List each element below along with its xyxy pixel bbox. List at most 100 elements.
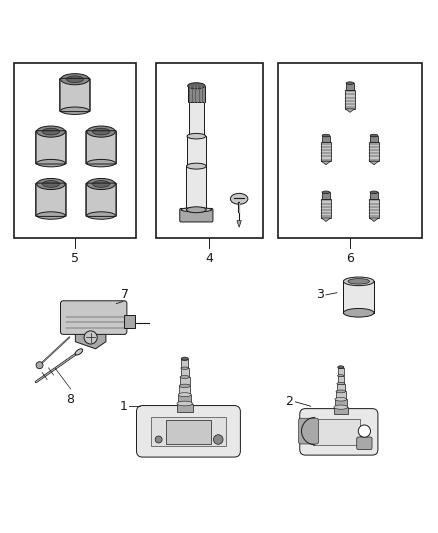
- Polygon shape: [75, 332, 106, 349]
- FancyBboxPatch shape: [60, 301, 127, 334]
- Bar: [338, 376, 344, 383]
- FancyBboxPatch shape: [180, 208, 213, 222]
- Bar: [179, 386, 191, 394]
- Text: 4: 4: [205, 252, 213, 265]
- Bar: [337, 384, 345, 391]
- Bar: [187, 166, 206, 210]
- Ellipse shape: [181, 357, 188, 360]
- Ellipse shape: [37, 179, 65, 190]
- Ellipse shape: [230, 193, 248, 204]
- Ellipse shape: [348, 279, 369, 284]
- Ellipse shape: [37, 212, 65, 219]
- Ellipse shape: [181, 358, 188, 360]
- FancyBboxPatch shape: [60, 78, 90, 111]
- Text: 2: 2: [285, 395, 293, 408]
- Ellipse shape: [37, 159, 65, 167]
- Bar: [181, 368, 189, 376]
- Bar: [177, 403, 193, 411]
- Polygon shape: [321, 218, 331, 222]
- Bar: [188, 102, 204, 136]
- Ellipse shape: [181, 367, 189, 369]
- Ellipse shape: [322, 191, 330, 193]
- Polygon shape: [321, 161, 331, 165]
- Bar: [336, 391, 346, 399]
- Ellipse shape: [92, 128, 110, 135]
- Bar: [14, 63, 136, 238]
- Bar: [370, 192, 378, 199]
- Polygon shape: [237, 221, 241, 227]
- Bar: [188, 86, 205, 102]
- Ellipse shape: [187, 163, 206, 169]
- FancyBboxPatch shape: [357, 437, 372, 450]
- FancyBboxPatch shape: [86, 183, 116, 216]
- Text: 5: 5: [71, 252, 79, 265]
- Ellipse shape: [187, 207, 206, 213]
- Bar: [181, 359, 188, 367]
- Polygon shape: [345, 109, 355, 112]
- Bar: [369, 199, 379, 218]
- Circle shape: [36, 362, 43, 369]
- Ellipse shape: [334, 405, 348, 409]
- Ellipse shape: [188, 83, 205, 89]
- Ellipse shape: [75, 349, 83, 355]
- Circle shape: [155, 436, 162, 443]
- Ellipse shape: [87, 179, 115, 190]
- Ellipse shape: [338, 375, 344, 377]
- Ellipse shape: [61, 74, 89, 85]
- Bar: [187, 136, 206, 166]
- Ellipse shape: [346, 82, 354, 84]
- Ellipse shape: [67, 76, 83, 83]
- Bar: [334, 407, 348, 414]
- Bar: [166, 420, 212, 444]
- Ellipse shape: [338, 367, 344, 369]
- Bar: [338, 368, 344, 375]
- Bar: [180, 377, 190, 385]
- Bar: [322, 192, 330, 199]
- Bar: [345, 90, 355, 109]
- Circle shape: [84, 331, 97, 344]
- Ellipse shape: [92, 181, 110, 187]
- FancyBboxPatch shape: [36, 131, 66, 164]
- Bar: [278, 63, 422, 238]
- FancyBboxPatch shape: [86, 131, 116, 164]
- Ellipse shape: [179, 384, 191, 387]
- Polygon shape: [369, 161, 379, 165]
- Ellipse shape: [87, 159, 115, 167]
- Bar: [370, 135, 378, 142]
- Bar: [178, 394, 191, 403]
- Ellipse shape: [42, 128, 60, 135]
- FancyBboxPatch shape: [137, 406, 240, 457]
- Bar: [313, 419, 360, 445]
- Ellipse shape: [337, 382, 345, 385]
- Ellipse shape: [87, 126, 115, 137]
- Ellipse shape: [61, 107, 89, 115]
- Ellipse shape: [187, 133, 206, 139]
- Text: 8: 8: [67, 393, 74, 406]
- Bar: [322, 135, 330, 142]
- Ellipse shape: [177, 401, 193, 406]
- Bar: [346, 83, 354, 90]
- Ellipse shape: [370, 191, 378, 193]
- Text: 1: 1: [120, 400, 127, 413]
- Text: 6: 6: [346, 252, 354, 265]
- Ellipse shape: [335, 398, 347, 401]
- Ellipse shape: [42, 181, 60, 187]
- Polygon shape: [369, 218, 379, 222]
- Ellipse shape: [322, 134, 330, 137]
- Ellipse shape: [370, 134, 378, 137]
- FancyBboxPatch shape: [36, 183, 66, 216]
- Circle shape: [358, 425, 371, 437]
- FancyBboxPatch shape: [299, 418, 318, 444]
- Ellipse shape: [343, 309, 374, 317]
- Ellipse shape: [181, 207, 212, 212]
- Bar: [321, 199, 331, 218]
- Bar: [335, 399, 347, 407]
- Bar: [124, 315, 135, 327]
- Ellipse shape: [87, 212, 115, 219]
- Ellipse shape: [180, 376, 190, 378]
- Text: 3: 3: [316, 288, 324, 301]
- Ellipse shape: [336, 390, 346, 393]
- Bar: [151, 417, 226, 446]
- Ellipse shape: [343, 277, 374, 286]
- Bar: [321, 142, 331, 161]
